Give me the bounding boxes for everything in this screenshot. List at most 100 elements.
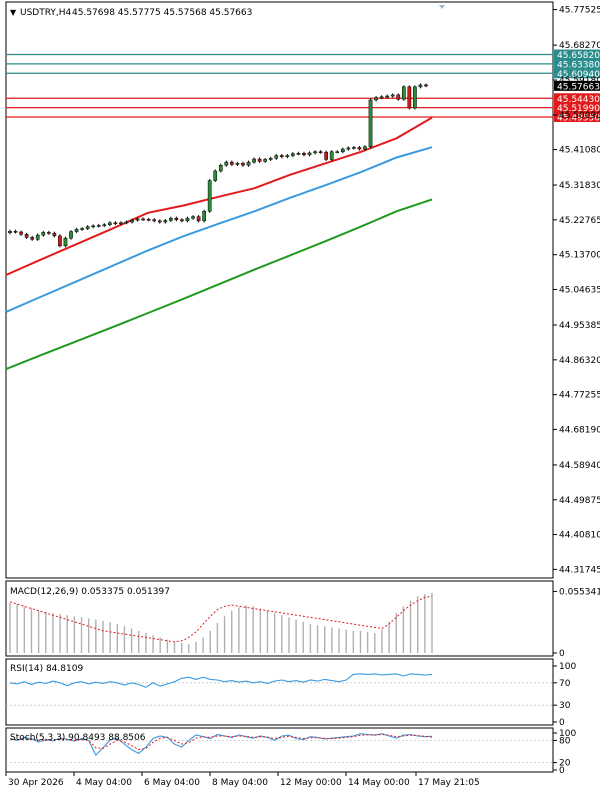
candle-bull — [291, 153, 295, 156]
candle-bull — [8, 230, 12, 234]
candle-bear — [19, 231, 23, 235]
time-tick-label: 30 Apr 2026 — [8, 778, 64, 788]
candle-bear — [241, 163, 245, 166]
candle-bear — [318, 151, 323, 154]
candle-bear — [396, 94, 401, 100]
candle-bear — [13, 230, 18, 233]
macd-pane-frame — [5, 580, 554, 657]
candle-bull — [207, 180, 212, 212]
candle-bull — [218, 164, 223, 172]
candle-bull — [252, 158, 256, 163]
candle-bull — [130, 219, 134, 223]
resistance-label-bg — [554, 58, 600, 69]
stoch-main-line — [9, 733, 433, 757]
moving-averages — [5, 116, 433, 371]
candle-bull — [329, 151, 334, 160]
candle-bull — [352, 147, 356, 149]
time-tick-label: 8 May 04:00 — [212, 778, 268, 788]
support-label-bg — [554, 112, 600, 123]
stoch-pane-frame — [5, 727, 554, 773]
candle-bull — [102, 224, 107, 226]
rsi-title: RSI(14) 84.8109 — [10, 664, 83, 674]
resistance-label: 45.63380 — [557, 60, 600, 70]
time-tick-label: 17 May 21:05 — [418, 778, 480, 788]
candles — [8, 83, 428, 248]
price-tick-label: 45.68270 — [559, 41, 600, 51]
price-tick-label: 45.31830 — [559, 181, 600, 191]
price-tick-label: 45.50090 — [559, 111, 600, 121]
current-price-label: 45.57663 — [557, 82, 600, 92]
main-pane-frame — [5, 1, 554, 579]
candle-bear — [324, 151, 329, 160]
candle-bull — [363, 146, 367, 150]
price-tick-label: 44.40810 — [559, 531, 600, 541]
time-tick-label: 4 May 04:00 — [76, 778, 132, 788]
candle-bull — [69, 231, 73, 239]
candle-bull — [335, 151, 340, 154]
price-tick-label: 45.04635 — [559, 285, 600, 295]
support-label: 45.49550 — [557, 114, 600, 124]
support-label: 45.51990 — [557, 104, 600, 114]
candle-bull — [35, 234, 40, 240]
candle-bull — [169, 217, 173, 221]
candle-bear — [157, 220, 162, 223]
candle-bull — [340, 148, 345, 153]
candle-bull — [307, 152, 312, 156]
resistance-label-bg — [554, 68, 600, 79]
stoch-axis-label: 20 — [559, 759, 571, 769]
candle-bull — [374, 97, 378, 101]
price-tick-label: 44.58940 — [559, 461, 600, 471]
candle-bull — [401, 86, 406, 100]
candle-bull — [63, 237, 68, 247]
price-tick-label: 44.31745 — [559, 565, 600, 575]
macd-axis-label: 0.055341 — [559, 587, 600, 597]
price-tick-label: 44.77255 — [559, 391, 600, 401]
candle-bull — [274, 155, 279, 159]
price-tick-label: 44.95385 — [559, 321, 600, 331]
ma-line-ema_mid — [5, 146, 433, 313]
price-tick-label: 45.77525 — [559, 6, 600, 16]
macd-axis-label: 0 — [559, 649, 565, 659]
candle-bull — [268, 158, 273, 160]
rsi-axis-label: 30 — [559, 701, 571, 711]
candle-bull — [185, 217, 190, 222]
candle-bear — [257, 158, 262, 162]
resistance-label-bg — [554, 49, 600, 60]
candle-bull — [246, 161, 251, 166]
rsi-line — [9, 673, 433, 688]
candle-bull — [296, 153, 301, 155]
candle-bull — [124, 221, 129, 224]
resistance-label: 45.65820 — [557, 51, 600, 61]
macd-indicator — [9, 592, 433, 653]
candle-bear — [407, 86, 412, 109]
candle-bear — [52, 232, 57, 237]
candle-bull — [85, 226, 90, 229]
candle-bull — [202, 211, 206, 222]
candle-bear — [230, 161, 234, 165]
candle-bull — [379, 96, 384, 99]
candle-bull — [235, 163, 240, 165]
stoch-indicator — [6, 733, 553, 763]
candle-bear — [357, 147, 362, 150]
price-axis: 45.77525 45.68270 45.59180 45.50090 45.41080… — [553, 6, 600, 575]
price-tick-label: 44.68190 — [559, 425, 600, 435]
candle-bull — [346, 147, 351, 150]
candle-bear — [113, 222, 118, 225]
stoch-axis-label: 100 — [559, 729, 576, 739]
ma-line-ema_fast — [5, 116, 433, 276]
header-arrow[interactable]: ▼ — [10, 8, 17, 17]
price-tick-label: 45.22765 — [559, 216, 600, 226]
candle-bear — [279, 155, 284, 158]
ma-line-ema_slow — [5, 198, 433, 371]
stoch-title: Stoch(5,3,3) 90.8493 88.8506 — [10, 733, 146, 743]
candle-bear — [424, 84, 428, 87]
candle-bear — [302, 153, 306, 156]
price-tick-label: 45.59180 — [559, 76, 600, 86]
support-label-bg — [554, 102, 600, 113]
candle-bear — [196, 216, 201, 222]
chart-shift-marker[interactable] — [439, 5, 445, 9]
current-price-label-bg — [554, 80, 600, 91]
candle-bull — [107, 222, 112, 225]
